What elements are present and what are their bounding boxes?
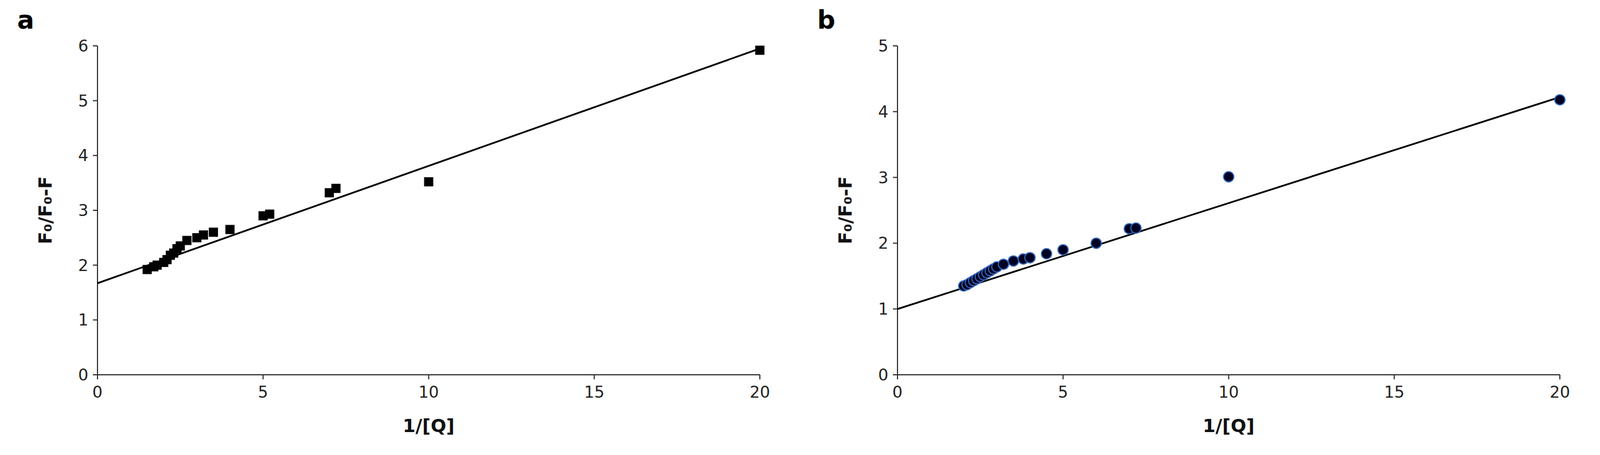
panel-label: b [817, 5, 836, 35]
point [1024, 252, 1036, 264]
point [998, 259, 1009, 270]
y-tick [892, 45, 898, 47]
y-tick-label: 0 [77, 365, 89, 385]
x-axis-label: 1/[Q] [402, 415, 455, 437]
point [1554, 94, 1566, 105]
x-tick [896, 375, 899, 380]
y-axis-label: F₀/F₀-F [834, 176, 857, 245]
figure: 0 5 10 15 20 0 1 2 3 4 5 6 1/[Q] F₀/F₀-F a 0 5 10 15 20 0 1 2 3… [0, 0, 1600, 455]
point [755, 45, 765, 56]
fit-line [97, 48, 760, 284]
y-tick [92, 100, 98, 102]
point [198, 230, 209, 240]
panel-label: a [17, 5, 35, 35]
point [264, 209, 275, 220]
x-tick-label: 20 [749, 383, 771, 403]
x-tick-label: 0 [92, 383, 103, 403]
y-axis-label: F₀/F₀-F [34, 176, 57, 245]
y-tick [92, 319, 98, 321]
point [1008, 255, 1019, 267]
y-tick-label: 1 [77, 310, 89, 330]
point [1130, 223, 1142, 234]
y-tick [92, 374, 98, 376]
x-tick [96, 375, 99, 380]
y-tick-label: 5 [77, 91, 89, 111]
x-axis-label: 1/[Q] [1202, 415, 1255, 437]
x-tick-label: 15 [583, 383, 605, 403]
x-tick-label: 5 [1058, 383, 1069, 403]
point [1041, 248, 1052, 260]
x-tick-label: 20 [1549, 383, 1571, 403]
point [331, 184, 341, 194]
y-tick-label: 2 [877, 233, 889, 253]
y-tick [892, 308, 898, 310]
y-tick-label: 3 [877, 168, 889, 188]
x-tick-label: 5 [258, 383, 269, 403]
x-tick [1559, 375, 1561, 380]
y-tick-label: 1 [877, 299, 889, 319]
y-tick-label: 5 [877, 36, 889, 56]
plot-content [97, 45, 765, 284]
x-tick [593, 375, 595, 380]
y-tick [92, 209, 98, 212]
plot-content [897, 94, 1566, 310]
panel: 0 5 10 15 20 0 1 2 3 4 5 1/[Q] F₀/F₀-F b [817, 5, 1571, 437]
x-tick [1393, 375, 1395, 380]
point [208, 227, 218, 237]
x-tick [428, 375, 430, 380]
x-tick [262, 375, 264, 380]
point [225, 224, 235, 234]
y-tick [892, 242, 898, 244]
y-tick-label: 3 [77, 201, 89, 221]
x-tick-label: 15 [1383, 383, 1405, 403]
panel: 0 5 10 15 20 0 1 2 3 4 5 6 1/[Q] F₀/F₀-F a [17, 5, 771, 437]
x-tick-label: 10 [1218, 383, 1240, 403]
y-tick-label: 4 [77, 146, 89, 166]
y-tick [92, 45, 98, 47]
y-tick [92, 154, 98, 156]
point [1058, 244, 1069, 256]
y-tick-label: 2 [77, 256, 89, 276]
point [1223, 171, 1235, 182]
x-tick-label: 10 [418, 383, 440, 403]
x-tick [759, 375, 761, 380]
point [1091, 237, 1102, 249]
y-tick [892, 111, 898, 113]
y-tick [892, 177, 898, 179]
plot-area [897, 94, 1566, 310]
y-tick-label: 6 [77, 36, 89, 56]
x-tick [1228, 375, 1230, 380]
y-tick-label: 0 [877, 365, 889, 385]
plot-area [97, 45, 765, 284]
x-tick-label: 0 [892, 383, 903, 403]
y-tick [892, 374, 898, 376]
fit-line [897, 97, 1560, 310]
y-tick [92, 264, 98, 267]
point [424, 177, 434, 187]
y-axis-line [896, 45, 899, 376]
x-tick [1062, 375, 1064, 380]
y-tick-label: 4 [877, 102, 889, 122]
point [182, 236, 192, 246]
